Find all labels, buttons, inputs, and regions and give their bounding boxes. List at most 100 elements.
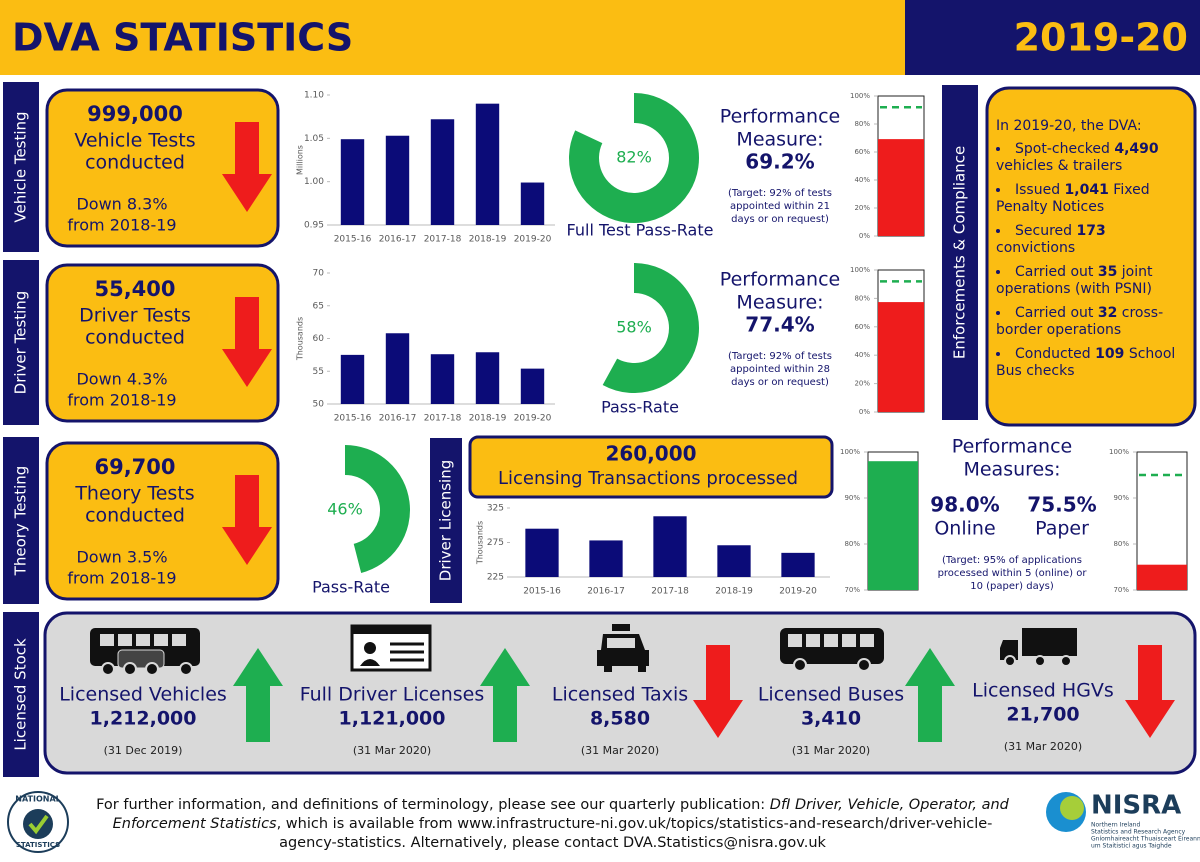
summary-change: Down 3.5%	[76, 548, 167, 567]
icon	[1034, 655, 1046, 667]
bar	[340, 139, 365, 225]
performance-value: 98.0%	[930, 493, 999, 517]
icon	[1060, 655, 1072, 667]
icon	[118, 634, 132, 646]
section-label: Licensed Stock	[12, 638, 30, 751]
performance-title: Performance	[952, 436, 1072, 458]
pass-rate-value: 82%	[616, 148, 652, 167]
icon	[1022, 628, 1077, 656]
stock-name: Full Driver Licenses	[300, 684, 485, 706]
pass-rate-label: Pass-Rate	[601, 398, 679, 417]
footer-text: For further information, and definitions…	[96, 797, 770, 813]
icon	[100, 634, 114, 646]
performance-note: appointed within 28	[730, 364, 830, 375]
logo-text: STATISTICS	[16, 841, 60, 849]
summary-box	[45, 263, 280, 423]
y-tick-label: 225	[487, 573, 504, 583]
summary-text: Vehicle Tests	[74, 130, 195, 152]
x-tick-label: 2017-18	[424, 235, 462, 245]
icon	[145, 662, 159, 676]
logo-text: NATIONAL	[15, 795, 60, 804]
item-number: 4,490	[1114, 141, 1159, 157]
gauge-tick-label: 80%	[1113, 540, 1129, 548]
trend-arrow	[480, 648, 530, 742]
x-tick-label: 2019-20	[779, 587, 817, 597]
icon	[842, 634, 856, 647]
trend-arrow	[222, 475, 272, 565]
enforcement-item: Carried out 35 joint operations (with PS…	[996, 264, 1188, 298]
section-label-box	[942, 85, 978, 420]
bar	[717, 545, 751, 577]
stock-count: 8,580	[590, 708, 650, 730]
stock-count: 3,410	[801, 708, 861, 730]
performance-channel: Online	[934, 518, 995, 540]
performance-note: 10 (paper) days)	[970, 581, 1054, 592]
enforcement-item: Issued 1,041 Fixed Penalty Notices	[996, 182, 1188, 216]
item-text: Spot-checked	[1015, 141, 1110, 157]
gauge-bar	[868, 461, 918, 590]
trend-arrow	[233, 648, 283, 742]
icon	[136, 634, 150, 646]
pass-rate-value: 46%	[327, 500, 363, 519]
icon	[1000, 640, 1018, 660]
performance-value: 77.4%	[745, 313, 814, 337]
bar	[589, 540, 623, 577]
gauge-tick-label: 60%	[854, 148, 870, 156]
performance-title: Measure:	[736, 292, 823, 314]
icon	[788, 634, 802, 647]
gauge-tick-label: 100%	[850, 266, 870, 274]
x-tick-label: 2016-17	[379, 414, 417, 424]
y-tick-label: 1.10	[304, 91, 324, 101]
gauge-tick-label: 0%	[859, 408, 870, 416]
summary-change: Down 8.3%	[76, 195, 167, 214]
x-tick-label: 2015-16	[334, 414, 372, 424]
x-tick-label: 2017-18	[424, 414, 462, 424]
section-label: Enforcements & Compliance	[951, 146, 969, 359]
gauge-bar	[1137, 564, 1187, 590]
icon	[364, 642, 376, 654]
icon	[1004, 655, 1016, 667]
bar	[340, 354, 365, 404]
item-text: Fixed Penalty Notices	[996, 182, 1150, 215]
icon	[806, 634, 820, 647]
item-number: 32	[1097, 305, 1118, 321]
enforcement-item: Secured 173 convictions	[996, 223, 1188, 257]
y-tick-label: 60	[313, 334, 325, 344]
performance-value: 69.2%	[745, 150, 814, 174]
nisra-text: Statistics and Research Agency	[1091, 829, 1186, 836]
summary-count: 69,700	[94, 455, 175, 479]
item-text: Conducted	[1015, 346, 1091, 362]
performance-note: days or on request)	[731, 377, 829, 388]
enforcement-item: Spot-checked 4,490 vehicles & trailers	[996, 141, 1188, 175]
icon	[101, 662, 115, 676]
icon	[154, 634, 168, 646]
performance-channel: Paper	[1035, 518, 1089, 540]
item-text: joint operations (with PSNI)	[996, 264, 1153, 297]
item-text: Carried out	[1015, 264, 1094, 280]
trend-arrow	[693, 645, 743, 738]
summary-text: conducted	[85, 327, 185, 349]
icon	[824, 634, 838, 647]
performance-note: (Target: 92% of tests	[728, 351, 832, 362]
section-label: Driver Licensing	[437, 460, 455, 581]
y-tick-label: 1.00	[304, 177, 324, 187]
performance-note: (Target: 95% of applications	[942, 555, 1082, 566]
item-text: convictions	[996, 240, 1076, 256]
x-tick-label: 2017-18	[651, 587, 689, 597]
icon	[607, 638, 635, 648]
header-year-band	[905, 0, 1200, 75]
gauge-tick-label: 100%	[1109, 448, 1129, 456]
nisra-text: Northern Ireland	[1091, 822, 1140, 829]
icon	[360, 659, 380, 666]
section-label: Theory Testing	[12, 466, 30, 577]
header-band	[0, 0, 905, 75]
bar	[475, 103, 500, 225]
bar	[430, 354, 455, 404]
gauge-bar	[878, 302, 924, 412]
y-axis-label: Thousands	[476, 521, 485, 565]
summary-text: Theory Tests	[74, 483, 194, 505]
national-statistics-logo	[23, 809, 53, 839]
section-label-box	[3, 82, 39, 252]
summary-text: conducted	[85, 152, 185, 174]
